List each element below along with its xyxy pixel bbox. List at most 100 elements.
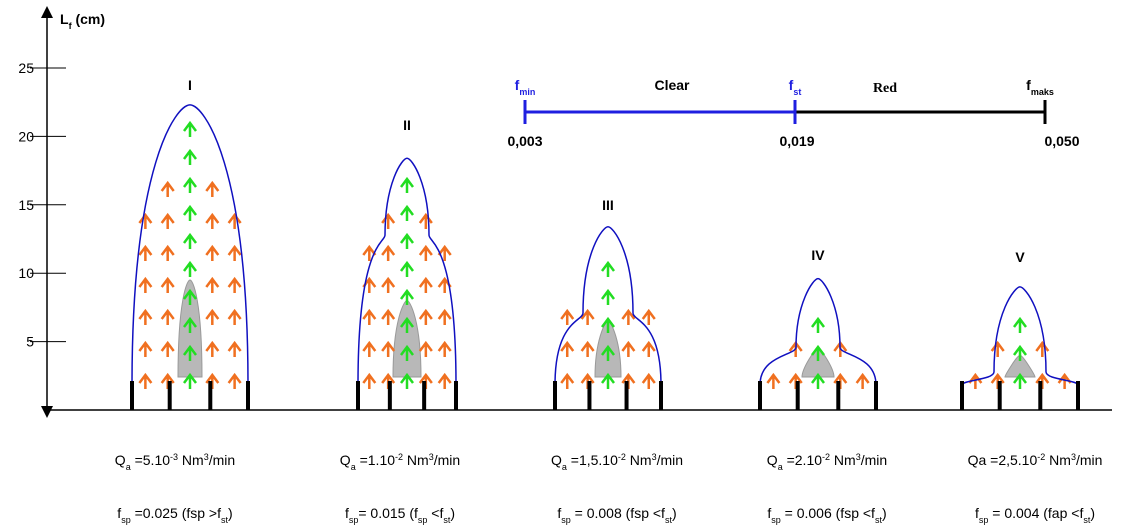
- text-part: sp: [349, 515, 359, 525]
- flow-arrow: [139, 247, 151, 261]
- flow-arrow-center: [602, 263, 614, 277]
- text-part: -2: [1037, 452, 1045, 462]
- flow-arrow: [139, 343, 151, 357]
- zone-clear: Clear: [654, 77, 690, 93]
- tick-label: 5: [26, 334, 34, 350]
- ratio: fsp= 0.015 (fsp <fst): [345, 505, 455, 525]
- text-part: ): [450, 505, 455, 521]
- flame-label: I: [188, 77, 192, 93]
- text-part: /min: [434, 452, 460, 468]
- ratio: fsp = 0.008 (fsp <fst): [557, 505, 676, 525]
- text-part: -3: [170, 452, 178, 462]
- text-part: Q: [767, 452, 778, 468]
- text-part: =1.10: [356, 452, 396, 468]
- flow-arrow: [643, 343, 655, 357]
- flow-arrow: [162, 343, 174, 357]
- flow-arrow: [767, 375, 779, 389]
- text-part: Nm: [403, 452, 429, 468]
- flow-arrow: [206, 215, 218, 229]
- burner-bar: [960, 381, 964, 410]
- flow-arrow: [162, 215, 174, 229]
- text-part: sp: [771, 515, 781, 525]
- flow-arrow: [229, 343, 241, 357]
- flow-arrow-center: [401, 235, 413, 249]
- text-part: ): [672, 505, 677, 521]
- flow-arrow: [162, 279, 174, 293]
- text-part: =1,5.10: [567, 452, 618, 468]
- flow-arrow: [857, 375, 869, 389]
- ratio: fsp = 0.006 (fsp <fst): [767, 505, 886, 525]
- flow-arrow: [420, 343, 432, 357]
- text-part: Qa =2,5.10: [968, 452, 1038, 468]
- flow-arrow: [162, 183, 174, 197]
- flow-arrow: [363, 343, 375, 357]
- scale-marker-label: fst: [789, 77, 802, 97]
- burner-bar: [836, 381, 840, 410]
- flow-arrow: [561, 311, 573, 325]
- burner-bar: [553, 381, 557, 410]
- burner-bar: [422, 381, 426, 410]
- flow-arrow-center: [184, 207, 196, 221]
- flow-arrow: [969, 375, 981, 389]
- tick-label: 20: [18, 128, 34, 144]
- text-part: = 0.008 (fsp <f: [571, 505, 665, 521]
- flow-arrow: [439, 311, 451, 325]
- flow-arrow: [229, 375, 241, 389]
- flow-arrow: [139, 279, 151, 293]
- flow-arrow: [582, 343, 594, 357]
- flame-core: [393, 301, 421, 377]
- flow-arrow: [1036, 343, 1048, 357]
- text-part: min: [519, 87, 535, 97]
- flow-arrow-center: [184, 179, 196, 193]
- text-part: sp: [121, 515, 131, 525]
- text-part: sp: [979, 515, 989, 525]
- burner-bar: [659, 381, 663, 410]
- flow-rate: Qa =2.10-2 Nm3/min: [767, 452, 887, 472]
- flow-arrow: [834, 375, 846, 389]
- text-part: = 0.004 (fap <f: [988, 505, 1083, 521]
- text-part: /min: [1076, 452, 1102, 468]
- flow-arrow-center: [184, 123, 196, 137]
- flow-arrow: [643, 311, 655, 325]
- flow-arrow: [162, 247, 174, 261]
- flow-arrow: [206, 247, 218, 261]
- flow-arrow-center: [1014, 319, 1026, 333]
- flow-arrow: [229, 279, 241, 293]
- flow-rate: Qa =1,5.10-2 Nm3/min: [551, 452, 683, 472]
- burner-bar: [356, 381, 360, 410]
- flow-arrow: [420, 311, 432, 325]
- flow-arrow: [561, 375, 573, 389]
- flow-arrow: [790, 375, 802, 389]
- flow-arrow: [382, 215, 394, 229]
- diagram: Lf (cm)510152025fmin0,003fst0,019fmaks0,…: [0, 0, 1126, 526]
- flow-arrow: [229, 247, 241, 261]
- text-part: maks: [1031, 87, 1054, 97]
- flow-arrow: [622, 343, 634, 357]
- text-part: =0.025 (fsp >f: [131, 505, 221, 521]
- flow-arrow: [363, 375, 375, 389]
- burner-bar: [758, 381, 762, 410]
- burner-bar: [168, 381, 172, 410]
- text-part: -2: [822, 452, 830, 462]
- scale-value: 0,050: [1044, 133, 1079, 149]
- flame-label: V: [1015, 249, 1025, 265]
- text-part: =5.10: [131, 452, 171, 468]
- flow-arrow: [162, 311, 174, 325]
- burner-bar: [998, 381, 1002, 410]
- text-part: Q: [340, 452, 351, 468]
- flame-label: III: [602, 197, 614, 213]
- text-part: sp: [418, 515, 428, 525]
- flow-arrow: [439, 343, 451, 357]
- flow-rate: Qa =1.10-2 Nm3/min: [340, 452, 460, 472]
- flow-arrow: [382, 247, 394, 261]
- scale-value: 0,019: [779, 133, 814, 149]
- flame-label: IV: [811, 247, 825, 263]
- text-part: Nm: [626, 452, 652, 468]
- burner-bar: [796, 381, 800, 410]
- flow-arrow-center: [401, 291, 413, 305]
- text-part: /min: [657, 452, 683, 468]
- flow-arrow: [139, 311, 151, 325]
- flow-arrow: [162, 375, 174, 389]
- tick-label: 10: [18, 265, 34, 281]
- text-part: Q: [551, 452, 562, 468]
